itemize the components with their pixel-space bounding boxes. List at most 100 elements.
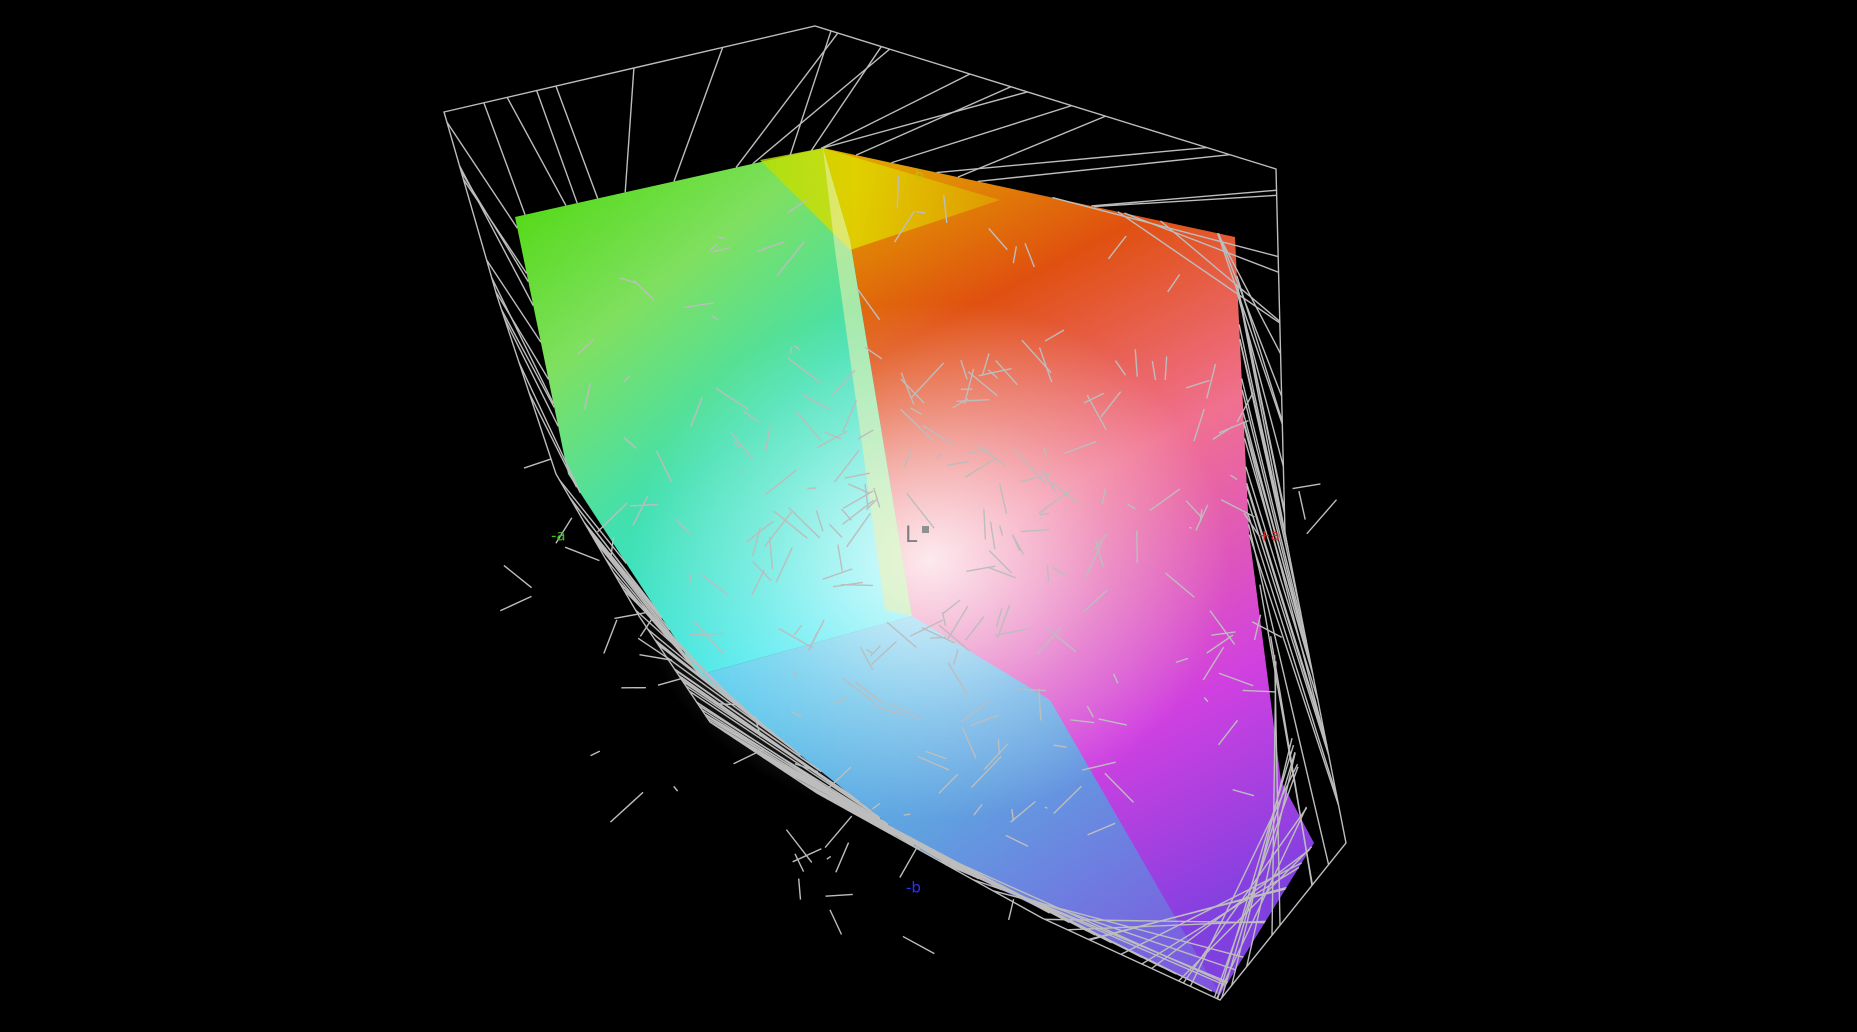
wire-edge xyxy=(523,458,552,469)
wire-edge xyxy=(584,522,662,617)
wire-edge xyxy=(656,450,673,482)
wire-edge xyxy=(961,726,977,759)
wire-edge xyxy=(583,382,592,410)
wire-edge xyxy=(910,619,944,637)
wire-edge xyxy=(873,705,902,716)
wire-edge xyxy=(1206,363,1217,399)
wire-edge xyxy=(947,460,970,466)
wire-edge xyxy=(941,599,961,615)
wire-edge xyxy=(1243,512,1261,537)
wire-edge xyxy=(946,605,969,640)
wire-edge xyxy=(998,483,1008,515)
wire-edge xyxy=(674,668,820,771)
wire-edge xyxy=(675,518,691,536)
wire-edge xyxy=(1098,718,1127,726)
wire-edge xyxy=(589,532,683,650)
wire-edge xyxy=(1012,246,1018,264)
wire-edge xyxy=(491,277,555,404)
wire-edge xyxy=(1044,918,1265,924)
wire-edge xyxy=(603,619,618,654)
wire-edge xyxy=(707,718,895,830)
wire-edge xyxy=(903,450,912,468)
wire-edge xyxy=(917,755,950,771)
wire-edge xyxy=(994,627,1030,637)
wire-edge xyxy=(886,621,917,649)
wire-edge xyxy=(1175,657,1189,664)
wire-edge xyxy=(632,496,649,527)
wire-edge xyxy=(1091,533,1108,552)
origin-marker xyxy=(922,526,929,533)
wire-edge xyxy=(689,632,725,636)
wire-edge xyxy=(486,259,542,343)
wire-edge xyxy=(1209,610,1236,645)
wire-edge xyxy=(711,315,719,321)
wire-edge xyxy=(1087,822,1116,836)
wire-edge xyxy=(1245,466,1319,701)
wire-edge xyxy=(1091,189,1277,207)
wire-edge xyxy=(844,472,870,479)
wire-edge xyxy=(499,595,532,612)
wire-edge xyxy=(1167,274,1181,293)
wire-edge xyxy=(1086,705,1095,718)
wire-edge xyxy=(714,702,737,706)
wire-edge xyxy=(1082,761,1116,771)
wire-edge xyxy=(899,846,918,878)
wire-edge xyxy=(896,175,900,209)
wire-edge xyxy=(1070,719,1095,724)
wire-edge xyxy=(614,611,648,620)
wire-edge xyxy=(870,645,881,657)
wire-edge xyxy=(624,67,635,193)
wire-edge xyxy=(1164,572,1195,598)
wire-edge xyxy=(1232,788,1255,797)
axis-label-plus-b: b xyxy=(915,169,923,184)
wire-edge xyxy=(535,90,578,204)
wire-edge xyxy=(960,359,968,380)
wire-edge xyxy=(822,568,853,580)
wire-edge xyxy=(1038,347,1053,383)
wire-edge xyxy=(1242,689,1276,693)
wire-edge xyxy=(977,153,1230,183)
wire-edge xyxy=(446,121,518,229)
wire-edge xyxy=(1206,634,1234,654)
wire-edge xyxy=(1217,719,1239,746)
wire-edge xyxy=(518,362,581,494)
wire-edge xyxy=(637,637,673,662)
wire-hull xyxy=(443,25,1347,1001)
wire-edge xyxy=(1083,392,1105,404)
wire-edge xyxy=(1220,499,1255,518)
wire-edge xyxy=(1044,329,1065,342)
wire-edge xyxy=(966,565,996,573)
wire-edge xyxy=(1011,808,1015,822)
wire-edge xyxy=(1159,220,1281,322)
wire-edge xyxy=(1101,488,1107,505)
wire-edge xyxy=(500,309,555,408)
wire-edge xyxy=(688,573,692,585)
wire-edge xyxy=(1149,488,1181,512)
wire-edge xyxy=(1100,391,1122,418)
wire-edge xyxy=(925,750,947,760)
wire-edge xyxy=(528,392,578,488)
wire-edge xyxy=(1216,744,1295,1000)
wire-edge xyxy=(893,210,916,243)
wire-edge xyxy=(734,441,740,449)
wire-edge xyxy=(1217,233,1283,397)
wire-edge xyxy=(609,791,644,823)
wire-edge xyxy=(1247,514,1338,797)
wire-edge xyxy=(815,510,824,532)
wire-edge xyxy=(816,430,848,449)
wire-edge xyxy=(635,609,766,728)
wire-edge xyxy=(809,631,818,648)
wire-edge xyxy=(1107,235,1127,260)
wire-edge xyxy=(483,102,526,215)
wire-edge xyxy=(1182,807,1308,984)
wireframe xyxy=(443,25,1347,1001)
wire-edge xyxy=(936,452,943,460)
wire-edge xyxy=(889,702,921,720)
wire-edge xyxy=(1044,806,1048,809)
wire-edge xyxy=(1243,423,1328,747)
wire-edge xyxy=(639,618,653,637)
wire-edge xyxy=(795,410,822,441)
wire-edge xyxy=(921,627,955,644)
wire-edge xyxy=(503,564,533,589)
wire-edge xyxy=(910,407,922,416)
